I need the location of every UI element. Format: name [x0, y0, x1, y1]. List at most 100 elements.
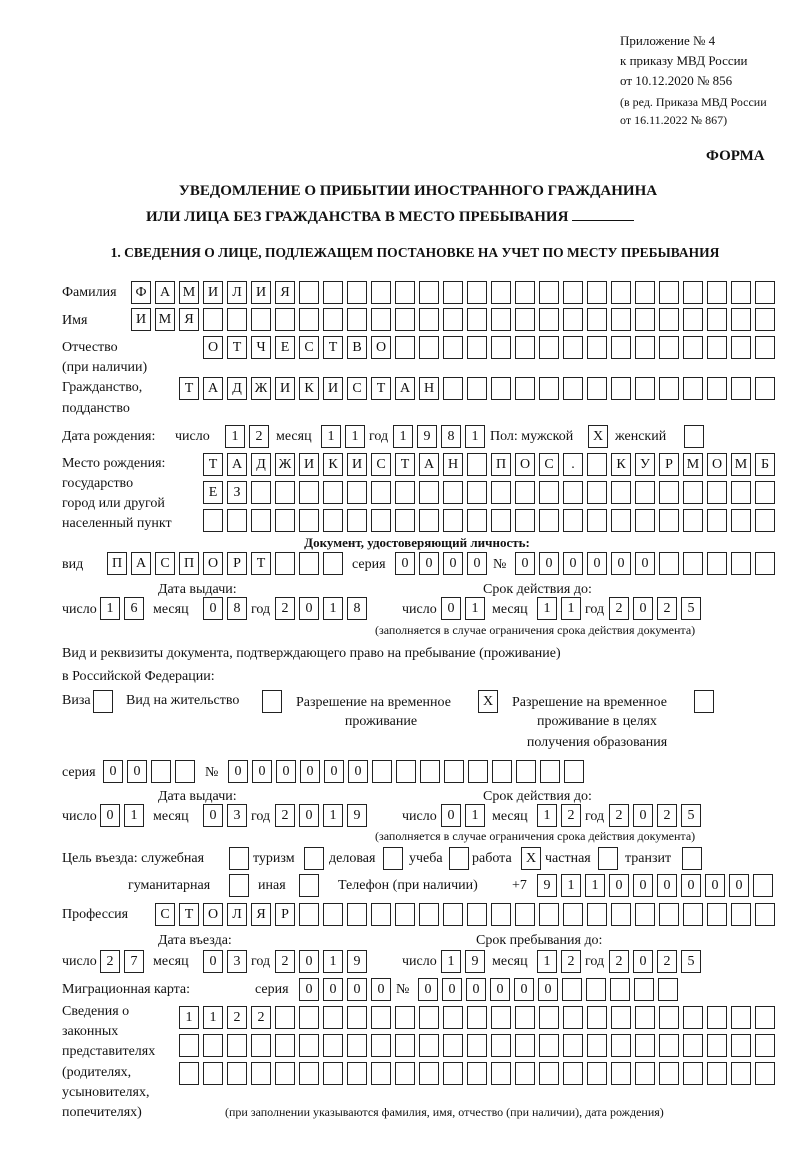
char-box[interactable]: Т: [179, 377, 199, 400]
char-box[interactable]: 1: [441, 950, 461, 973]
char-box[interactable]: О: [203, 903, 223, 926]
char-box[interactable]: [659, 1006, 679, 1029]
char-box[interactable]: [227, 509, 247, 532]
char-box[interactable]: [347, 1062, 367, 1085]
char-box[interactable]: [467, 1062, 487, 1085]
char-box[interactable]: 1: [393, 425, 413, 448]
char-box[interactable]: [610, 978, 630, 1001]
char-box[interactable]: [563, 509, 583, 532]
char-box[interactable]: 2: [657, 597, 677, 620]
char-box[interactable]: [683, 1062, 703, 1085]
char-box[interactable]: 0: [466, 978, 486, 1001]
char-box[interactable]: [755, 336, 775, 359]
char-box[interactable]: [371, 481, 391, 504]
char-box[interactable]: [372, 760, 392, 783]
char-box[interactable]: [443, 281, 463, 304]
char-box[interactable]: [419, 1006, 439, 1029]
char-box[interactable]: [634, 978, 654, 1001]
char-box[interactable]: [323, 903, 343, 926]
char-box[interactable]: К: [611, 453, 631, 476]
char-box[interactable]: [694, 690, 714, 713]
char-box[interactable]: [707, 308, 727, 331]
char-box[interactable]: [731, 1034, 751, 1057]
char-box[interactable]: 0: [300, 760, 320, 783]
char-box[interactable]: [419, 308, 439, 331]
char-box[interactable]: 5: [681, 597, 701, 620]
char-box[interactable]: П: [179, 552, 199, 575]
char-box[interactable]: Ф: [131, 281, 151, 304]
char-box[interactable]: [635, 377, 655, 400]
char-box[interactable]: 1: [321, 425, 341, 448]
char-box[interactable]: [635, 481, 655, 504]
char-box[interactable]: [755, 377, 775, 400]
char-box[interactable]: [491, 509, 511, 532]
char-box[interactable]: С: [371, 453, 391, 476]
char-box[interactable]: [323, 1034, 343, 1057]
char-box[interactable]: 0: [442, 978, 462, 1001]
char-box[interactable]: 2: [561, 950, 581, 973]
char-box[interactable]: [383, 847, 403, 870]
char-box[interactable]: [467, 1034, 487, 1057]
char-box[interactable]: [419, 336, 439, 359]
char-box[interactable]: 2: [609, 597, 629, 620]
char-box[interactable]: 0: [681, 874, 701, 897]
char-box[interactable]: Я: [275, 281, 295, 304]
char-box[interactable]: [251, 308, 271, 331]
char-box[interactable]: [539, 903, 559, 926]
char-box[interactable]: И: [203, 281, 223, 304]
char-box[interactable]: Ж: [251, 377, 271, 400]
char-box[interactable]: [299, 552, 319, 575]
char-box[interactable]: [659, 509, 679, 532]
char-box[interactable]: 0: [587, 552, 607, 575]
char-box[interactable]: [635, 308, 655, 331]
char-box[interactable]: Я: [251, 903, 271, 926]
char-box[interactable]: [467, 377, 487, 400]
char-box[interactable]: 9: [537, 874, 557, 897]
char-box[interactable]: У: [635, 453, 655, 476]
char-box[interactable]: [598, 847, 618, 870]
char-box[interactable]: [371, 903, 391, 926]
char-box[interactable]: [563, 903, 583, 926]
char-box[interactable]: [515, 903, 535, 926]
char-box[interactable]: [611, 308, 631, 331]
char-box[interactable]: [731, 377, 751, 400]
char-box[interactable]: [587, 308, 607, 331]
char-box[interactable]: [755, 1062, 775, 1085]
char-box[interactable]: [707, 377, 727, 400]
char-box[interactable]: 1: [225, 425, 245, 448]
char-box[interactable]: О: [515, 453, 535, 476]
char-box[interactable]: 0: [611, 552, 631, 575]
char-box[interactable]: Я: [179, 308, 199, 331]
char-box[interactable]: [515, 377, 535, 400]
char-box[interactable]: [539, 308, 559, 331]
char-box[interactable]: [443, 1034, 463, 1057]
char-box[interactable]: 2: [275, 804, 295, 827]
char-box[interactable]: [251, 481, 271, 504]
char-box[interactable]: Д: [251, 453, 271, 476]
char-box[interactable]: [251, 509, 271, 532]
char-box[interactable]: [611, 509, 631, 532]
char-box[interactable]: [587, 1062, 607, 1085]
char-box[interactable]: 0: [441, 804, 461, 827]
char-box[interactable]: [467, 1006, 487, 1029]
char-box[interactable]: 9: [465, 950, 485, 973]
char-box[interactable]: [347, 509, 367, 532]
char-box[interactable]: 1: [323, 597, 343, 620]
char-box[interactable]: 1: [100, 597, 120, 620]
char-box[interactable]: 1: [345, 425, 365, 448]
char-box[interactable]: [299, 1034, 319, 1057]
char-box[interactable]: [755, 1006, 775, 1029]
char-box[interactable]: [304, 847, 324, 870]
char-box[interactable]: С: [347, 377, 367, 400]
char-box[interactable]: Л: [227, 281, 247, 304]
char-box[interactable]: [731, 903, 751, 926]
char-box[interactable]: К: [323, 453, 343, 476]
char-box[interactable]: М: [731, 453, 751, 476]
char-box[interactable]: [371, 1006, 391, 1029]
char-box[interactable]: [707, 903, 727, 926]
char-box[interactable]: [275, 1062, 295, 1085]
char-box[interactable]: 0: [228, 760, 248, 783]
char-box[interactable]: [683, 509, 703, 532]
char-box[interactable]: 0: [395, 552, 415, 575]
char-box[interactable]: [443, 308, 463, 331]
